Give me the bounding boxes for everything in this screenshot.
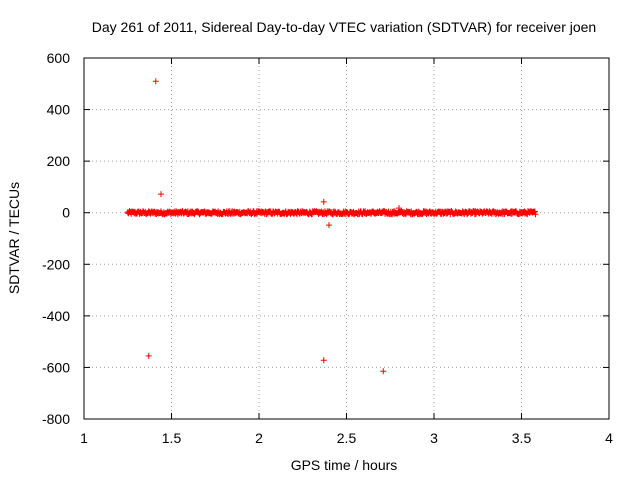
grid-lines <box>84 58 609 419</box>
x-tick-label: 2 <box>255 430 263 446</box>
y-tick-label: 400 <box>47 102 71 118</box>
x-tick-label: 1.5 <box>162 430 182 446</box>
y-tick-label: -600 <box>42 359 70 375</box>
x-tick-label: 4 <box>605 430 613 446</box>
y-tick-label: -400 <box>42 308 70 324</box>
x-axis-label: GPS time / hours <box>291 457 398 473</box>
x-tick-label: 3 <box>430 430 438 446</box>
axis-ticks <box>83 57 610 420</box>
x-tick-label: 3.5 <box>512 430 532 446</box>
chart-title: Day 261 of 2011, Sidereal Day-to-day VTE… <box>92 19 596 35</box>
y-tick-labels: 600 400 200 0 -200 -400 -600 -800 <box>42 50 70 427</box>
y-axis-label: SDTVAR / TECUs <box>6 182 22 294</box>
data-point <box>158 191 164 198</box>
data-point <box>531 208 538 215</box>
data-point <box>320 357 327 364</box>
data-point <box>145 352 152 359</box>
x-tick-label: 1 <box>80 430 88 446</box>
data-point <box>396 205 402 212</box>
data-point <box>320 198 327 205</box>
data-point <box>380 368 387 375</box>
y-tick-label: 200 <box>47 153 71 169</box>
y-tick-label: -200 <box>42 256 70 272</box>
y-tick-label: 0 <box>62 205 70 221</box>
data-point <box>326 222 332 229</box>
y-tick-label: 600 <box>47 50 71 66</box>
data-points <box>124 78 539 375</box>
y-tick-label: -800 <box>42 411 70 427</box>
x-tick-labels: 1 1.5 2 2.5 3 3.5 4 <box>80 430 613 446</box>
x-tick-label: 2.5 <box>337 430 357 446</box>
data-point <box>532 211 539 218</box>
data-point <box>152 78 159 85</box>
